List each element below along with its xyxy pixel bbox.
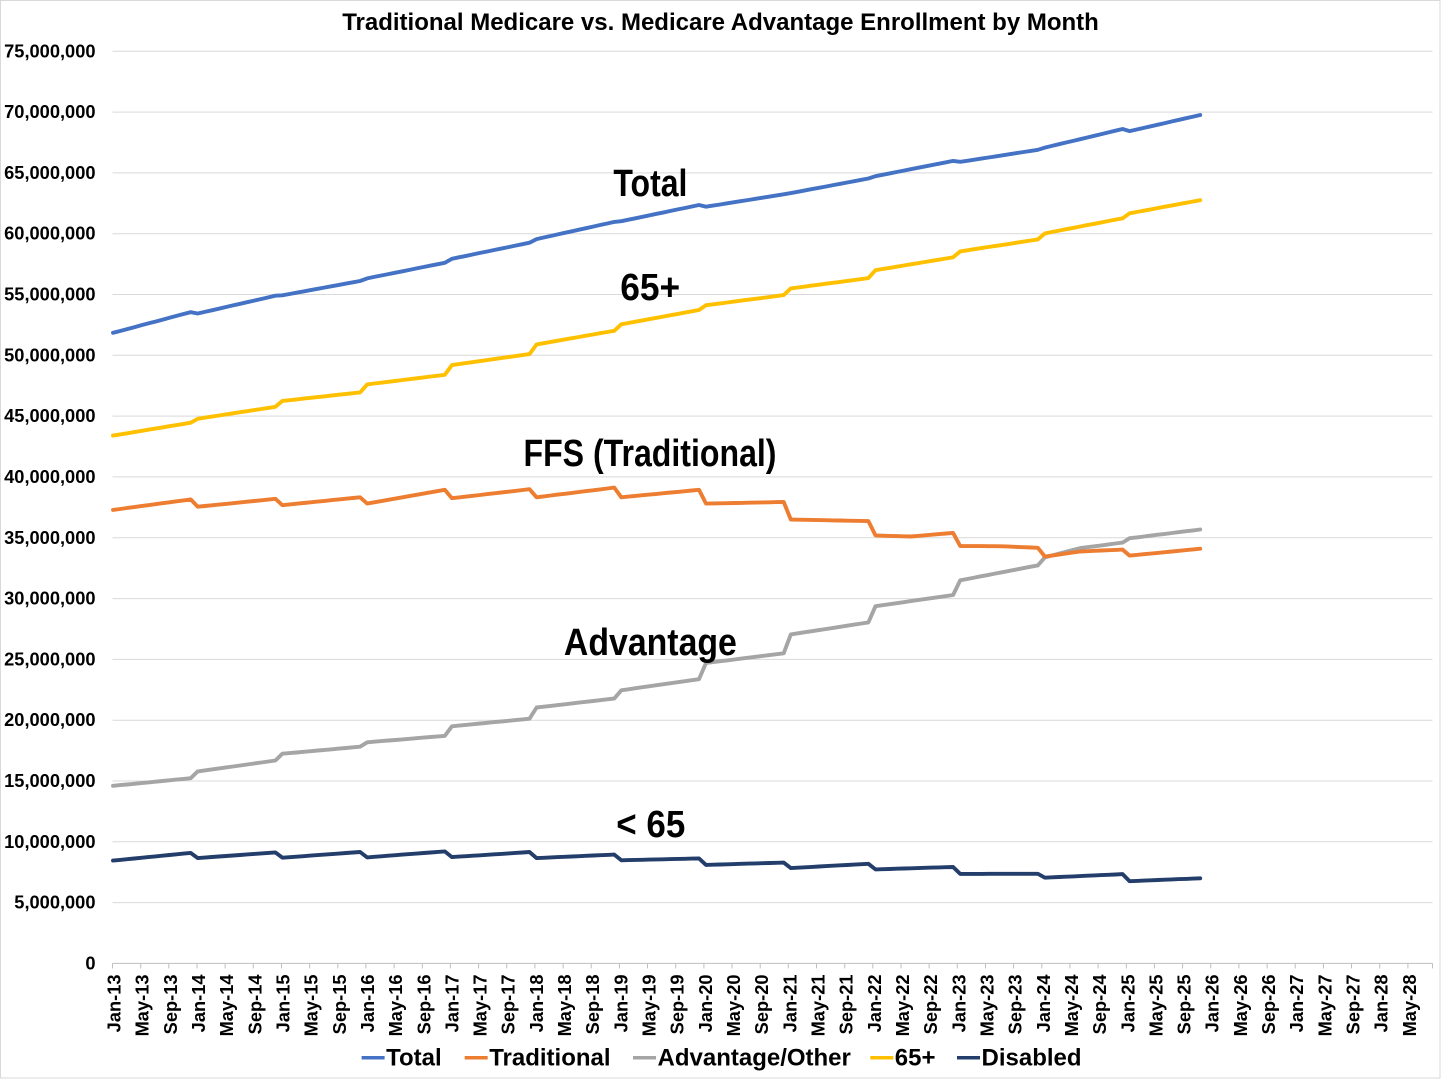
svg-text:15,000,000: 15,000,000 xyxy=(4,770,95,791)
svg-text:May-13: May-13 xyxy=(132,975,153,1037)
svg-text:60,000,000: 60,000,000 xyxy=(4,223,95,244)
svg-text:Sep-15: Sep-15 xyxy=(329,975,350,1035)
svg-text:< 65: < 65 xyxy=(616,804,685,846)
svg-text:May-16: May-16 xyxy=(385,975,406,1037)
svg-text:Jan-13: Jan-13 xyxy=(104,975,125,1033)
svg-text:20,000,000: 20,000,000 xyxy=(4,709,95,730)
svg-text:May-17: May-17 xyxy=(470,975,491,1037)
svg-text:75,000,000: 75,000,000 xyxy=(4,40,95,61)
svg-text:30,000,000: 30,000,000 xyxy=(4,588,95,609)
svg-text:0: 0 xyxy=(85,952,95,973)
svg-text:40,000,000: 40,000,000 xyxy=(4,466,95,487)
svg-text:May-22: May-22 xyxy=(892,975,913,1037)
svg-text:65,000,000: 65,000,000 xyxy=(4,162,95,183)
svg-text:65+: 65+ xyxy=(620,267,680,309)
svg-text:Jan-14: Jan-14 xyxy=(188,974,209,1033)
svg-text:Jan-24: Jan-24 xyxy=(1033,974,1054,1033)
svg-text:Disabled: Disabled xyxy=(982,1045,1082,1072)
svg-text:Sep-21: Sep-21 xyxy=(836,975,857,1035)
svg-text:May-18: May-18 xyxy=(554,975,575,1037)
svg-text:Sep-23: Sep-23 xyxy=(1005,975,1026,1035)
svg-text:May-24: May-24 xyxy=(1061,974,1082,1037)
svg-text:Sep-14: Sep-14 xyxy=(244,974,265,1035)
svg-text:Sep-13: Sep-13 xyxy=(160,975,181,1035)
svg-text:May-19: May-19 xyxy=(639,975,660,1037)
svg-text:Jan-28: Jan-28 xyxy=(1371,975,1392,1033)
svg-text:Sep-19: Sep-19 xyxy=(667,975,688,1035)
svg-text:Jan-21: Jan-21 xyxy=(779,975,800,1033)
svg-text:Jan-16: Jan-16 xyxy=(357,975,378,1033)
svg-text:Sep-17: Sep-17 xyxy=(498,975,519,1035)
svg-text:Jan-19: Jan-19 xyxy=(610,975,631,1033)
svg-text:35,000,000: 35,000,000 xyxy=(4,527,95,548)
svg-text:Sep-18: Sep-18 xyxy=(582,975,603,1035)
svg-text:5,000,000: 5,000,000 xyxy=(14,892,95,913)
svg-text:May-25: May-25 xyxy=(1145,975,1166,1037)
svg-text:Jan-20: Jan-20 xyxy=(695,975,716,1033)
svg-text:65+: 65+ xyxy=(895,1045,936,1072)
svg-text:Jan-27: Jan-27 xyxy=(1286,975,1307,1033)
svg-text:Traditional: Traditional xyxy=(489,1045,610,1072)
svg-text:Sep-22: Sep-22 xyxy=(920,975,941,1035)
svg-text:Sep-20: Sep-20 xyxy=(751,975,772,1035)
svg-text:Jan-17: Jan-17 xyxy=(441,975,462,1033)
svg-text:May-28: May-28 xyxy=(1399,975,1420,1037)
svg-text:Sep-25: Sep-25 xyxy=(1174,975,1195,1035)
svg-text:Sep-27: Sep-27 xyxy=(1343,975,1364,1035)
svg-text:45,000,000: 45,000,000 xyxy=(4,405,95,426)
svg-text:Jan-18: Jan-18 xyxy=(526,975,547,1033)
svg-text:Jan-23: Jan-23 xyxy=(948,975,969,1033)
svg-text:Sep-24: Sep-24 xyxy=(1089,974,1110,1035)
svg-text:25,000,000: 25,000,000 xyxy=(4,648,95,669)
svg-text:Jan-25: Jan-25 xyxy=(1117,975,1138,1033)
svg-text:70,000,000: 70,000,000 xyxy=(4,101,95,122)
svg-text:Jan-22: Jan-22 xyxy=(864,975,885,1033)
svg-text:50,000,000: 50,000,000 xyxy=(4,344,95,365)
svg-text:Jan-15: Jan-15 xyxy=(273,975,294,1033)
svg-text:May-21: May-21 xyxy=(808,975,829,1037)
svg-text:May-14: May-14 xyxy=(216,974,237,1037)
svg-text:FFS (Traditional): FFS (Traditional) xyxy=(524,433,777,475)
svg-text:Sep-16: Sep-16 xyxy=(413,975,434,1035)
svg-text:Advantage: Advantage xyxy=(564,622,737,664)
svg-text:Traditional Medicare vs. Medic: Traditional Medicare vs. Medicare Advant… xyxy=(342,9,1099,36)
svg-text:Total: Total xyxy=(613,163,687,205)
svg-text:May-15: May-15 xyxy=(301,975,322,1037)
svg-text:May-23: May-23 xyxy=(977,975,998,1037)
svg-text:55,000,000: 55,000,000 xyxy=(4,284,95,305)
svg-text:Total: Total xyxy=(386,1045,442,1072)
svg-text:10,000,000: 10,000,000 xyxy=(4,831,95,852)
svg-text:May-20: May-20 xyxy=(723,975,744,1037)
svg-text:Advantage/Other: Advantage/Other xyxy=(658,1045,851,1072)
svg-text:May-26: May-26 xyxy=(1230,975,1251,1037)
svg-text:Sep-26: Sep-26 xyxy=(1258,975,1279,1035)
svg-text:May-27: May-27 xyxy=(1314,975,1335,1037)
svg-text:Jan-26: Jan-26 xyxy=(1202,975,1223,1033)
